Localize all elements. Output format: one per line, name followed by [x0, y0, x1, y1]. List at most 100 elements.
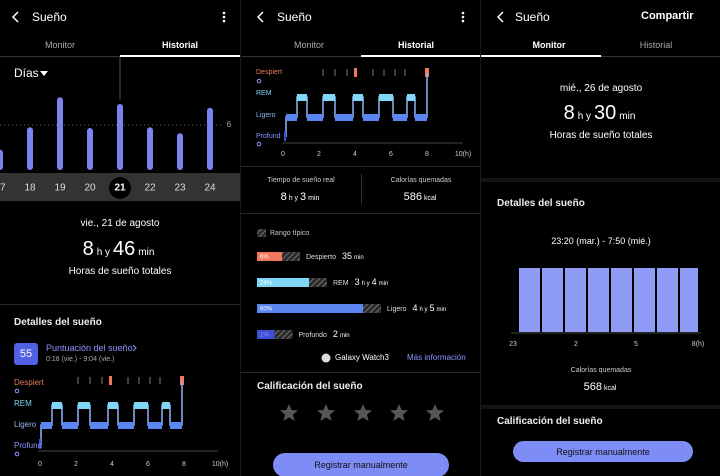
- register-button[interactable]: Registrar manualmente: [273, 453, 449, 476]
- stat-value: 586 kcal: [404, 188, 439, 204]
- x-tick-label: 0: [281, 151, 285, 158]
- tab-indicator: [481, 55, 601, 57]
- stage-pct: 24%: [260, 281, 273, 287]
- chevron[interactable]: [132, 344, 137, 352]
- hypnogram: [283, 68, 463, 143]
- x-tick-label: 0: [38, 461, 42, 468]
- menu-button[interactable]: [461, 11, 465, 23]
- menu-button[interactable]: [222, 11, 226, 23]
- register-button[interactable]: Registrar manualmente: [513, 441, 693, 462]
- bar: [0, 149, 3, 170]
- date: vie., 21 de agosto: [80, 218, 160, 229]
- tab-active[interactable]: Historial: [397, 40, 435, 50]
- divider: [361, 174, 362, 204]
- text-part: min: [340, 333, 350, 339]
- star[interactable]: [354, 404, 372, 421]
- stat-label: Calorías quemadas: [570, 367, 632, 374]
- divider: [0, 304, 240, 305]
- text-part: 4: [372, 277, 377, 287]
- text-part: h y: [419, 307, 427, 313]
- screen-history-detail: 6% Despierto 35 min 24% REM 3 h y 4 min 60% Ligero 4…: [240, 0, 481, 476]
- divider: [481, 178, 720, 182]
- x-tick-label: 4: [353, 151, 357, 158]
- screen-graphics: [481, 11, 720, 409]
- date: mié., 26 de agosto: [559, 83, 643, 94]
- x-tick-label: 5: [634, 341, 638, 348]
- back-button[interactable]: [11, 11, 19, 23]
- tab[interactable]: Monitor: [44, 40, 76, 50]
- star[interactable]: [390, 404, 408, 421]
- device-name: Galaxy Watch3: [335, 353, 389, 362]
- total-label: Horas de sueño totales: [549, 130, 653, 141]
- text-part: 8: [82, 238, 94, 260]
- tab[interactable]: Historial: [639, 40, 673, 50]
- x-tick-label: 2: [574, 341, 578, 348]
- stat-label: Calorías quemadas: [390, 177, 452, 184]
- period-select[interactable]: Días: [14, 66, 39, 80]
- text-part: min: [308, 195, 320, 202]
- text-part: 46: [113, 238, 136, 260]
- typical-range: [274, 330, 293, 339]
- x-tick-label: 10(h): [211, 461, 229, 468]
- tab-indicator: [361, 55, 481, 57]
- typical-range: [363, 304, 381, 313]
- day-chart: 6 17 18 19 20 21 22 23 24: [0, 97, 232, 205]
- back-button[interactable]: [496, 11, 504, 23]
- score-title[interactable]: Puntuación del sueño: [46, 343, 133, 353]
- text-part: min: [354, 255, 364, 261]
- text-part: 568: [583, 381, 602, 393]
- text-part: h y: [362, 281, 370, 287]
- more-info-link[interactable]: Más información: [407, 353, 466, 362]
- x-tick-label: 8: [425, 151, 429, 158]
- total-label: Horas de sueño totales: [68, 266, 172, 277]
- x-tick-label: 24: [204, 183, 216, 194]
- text-part: 5: [430, 303, 435, 313]
- stage-bar: [257, 278, 309, 287]
- header-title: Sueño: [32, 10, 67, 24]
- dot: [256, 141, 262, 147]
- back-button[interactable]: [256, 11, 264, 23]
- tab-active[interactable]: Monitor: [532, 40, 566, 50]
- share-button[interactable]: Compartir: [641, 10, 694, 22]
- stage-label: Despiert: [256, 69, 283, 76]
- y-tick-label: 6: [227, 120, 232, 129]
- tab[interactable]: Monitor: [293, 40, 325, 50]
- text-part: 2: [333, 329, 338, 339]
- text-part: kcal: [603, 385, 617, 392]
- bar: [87, 128, 93, 170]
- text-part: 8: [280, 191, 287, 203]
- tab-active[interactable]: Historial: [161, 40, 199, 50]
- text-part: 30: [594, 102, 617, 124]
- dropdown-arrow[interactable]: [40, 71, 48, 76]
- section-title: Detalles del sueño: [497, 198, 585, 209]
- text-part: 3: [355, 277, 360, 287]
- dot: [256, 78, 262, 84]
- stage-name: REM: [333, 280, 349, 287]
- x-tick-label: 8: [182, 461, 186, 468]
- screen-history-days: 61718192021222324 Sueño Monitor Historia…: [0, 0, 240, 476]
- dot: [14, 451, 20, 457]
- x-tick-label: 19: [54, 183, 66, 194]
- header-title: Sueño: [277, 10, 312, 24]
- score-badge: [14, 343, 38, 365]
- stage-label: Despiert: [14, 378, 44, 387]
- hypnogram: [38, 376, 218, 451]
- stage-name: Ligero: [387, 306, 407, 313]
- stage-amount: 2 min: [333, 329, 350, 339]
- stage-name: Profundo: [299, 332, 328, 339]
- text-part: kcal: [423, 195, 437, 202]
- x-tick-label: 18: [24, 183, 36, 194]
- star[interactable]: [280, 404, 298, 421]
- star[interactable]: [317, 404, 335, 421]
- divider: [241, 213, 481, 214]
- stage-label: REM: [256, 90, 272, 97]
- stage-pct: 6%: [260, 255, 269, 261]
- text-part: 586: [403, 191, 422, 203]
- x-tick-label: 10(h): [454, 151, 472, 158]
- text-part: h y: [96, 247, 111, 258]
- star[interactable]: [426, 404, 444, 421]
